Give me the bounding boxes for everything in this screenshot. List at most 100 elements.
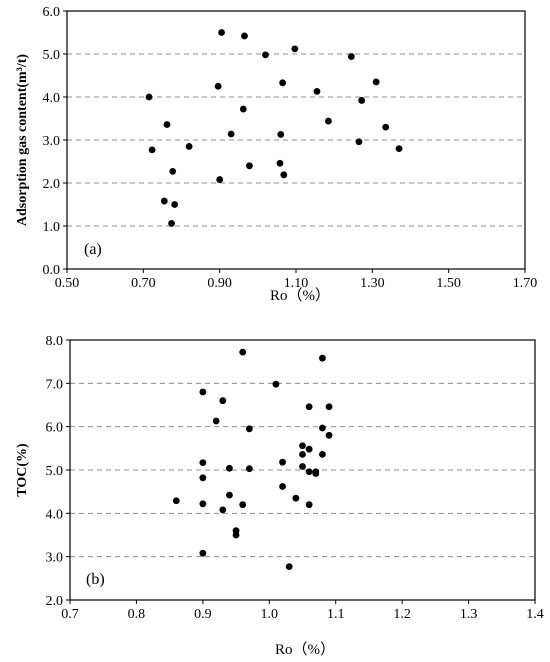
chart-b-data-point xyxy=(305,468,313,476)
chart-b-data-point xyxy=(239,348,247,356)
chart-a-data-point xyxy=(325,117,332,125)
chart-a-data-point xyxy=(163,121,171,128)
chart-b-y-tick-label: 2.0 xyxy=(46,594,64,609)
chart-b-data-point xyxy=(219,397,227,405)
chart-b-data-point xyxy=(299,442,306,450)
chart-b-data-point xyxy=(305,501,313,509)
chart-a-data-point xyxy=(239,105,247,113)
chart-a-y-tick-label: 4.0 xyxy=(43,91,61,106)
chart-b-data-point xyxy=(299,451,306,458)
chart-b-x-axis-label: Ro（%） xyxy=(275,641,335,658)
chart-a-data-point xyxy=(279,79,287,87)
chart-a-data-point xyxy=(358,97,366,104)
chart-b-y-tick-label: 6.0 xyxy=(46,421,64,436)
chart-a-y-tick-label: 3.0 xyxy=(43,134,61,149)
chart-a-x-tick-label: 1.10 xyxy=(284,276,309,291)
chart-b-data-point xyxy=(199,549,207,557)
chart-a-data-point xyxy=(262,51,269,59)
chart-b-x-tick-label: 1.1 xyxy=(327,607,345,622)
chart-b-y-tick-label: 5.0 xyxy=(46,464,64,479)
chart-a-data-point xyxy=(169,167,177,175)
chart-a-x-tick-label: 1.50 xyxy=(436,276,461,291)
chart-a-data-point xyxy=(355,138,363,146)
chart-b-plot-frame xyxy=(69,339,536,601)
chart-b-data-point xyxy=(199,459,207,467)
chart-a: 0.0 1.0 2.0 3.0 4.0 5.0 6.0 0.50 0.70 0.90 1.10 1.3… xyxy=(43,5,538,291)
chart-a-y-tick-label: 6.0 xyxy=(43,5,61,20)
chart-b-panel-label: (b) xyxy=(86,571,105,588)
chart-b-data-point xyxy=(272,380,280,388)
chart-a-data-point xyxy=(395,145,403,153)
chart-a-data-point xyxy=(148,146,156,154)
chart-a-plot-frame xyxy=(66,10,526,270)
chart-a-data-point xyxy=(347,53,355,60)
chart-a-y-tick-label: 0.0 xyxy=(43,263,61,278)
chart-b-y-axis-label: TOC(%) xyxy=(15,443,30,497)
chart-b-x-tick-label: 1.2 xyxy=(393,607,411,622)
chart-b-data-point xyxy=(299,463,306,470)
chart-a-data-point xyxy=(168,220,175,227)
chart-a-data-point xyxy=(171,201,179,208)
chart-a-data-point xyxy=(382,123,390,131)
chart-b-x-tick-label: 1.4 xyxy=(526,607,544,622)
chart-b-data-point xyxy=(212,417,220,425)
chart-a-data-point xyxy=(241,32,248,40)
chart-a-data-point xyxy=(246,162,253,170)
chart-b-data-point xyxy=(199,474,207,482)
chart-b-data-point xyxy=(199,388,207,396)
chart-b-data-point xyxy=(312,470,320,477)
chart-b-x-tick-label: 1.3 xyxy=(460,607,478,622)
chart-b-data-point xyxy=(305,445,313,453)
chart-b-data-point xyxy=(292,494,300,502)
chart-b-data-point xyxy=(319,451,326,458)
chart-a-data-point xyxy=(291,45,299,53)
chart-b-data-point xyxy=(325,431,333,439)
chart-a-y-tick-label: 2.0 xyxy=(43,177,61,192)
chart-b-data-point xyxy=(245,425,253,433)
chart-a-data-point xyxy=(227,130,235,138)
chart-a-data-point xyxy=(160,197,168,205)
chart-a-data-point xyxy=(216,176,224,183)
chart-a-x-tick-label: 1.70 xyxy=(513,276,538,291)
chart-b-data-point xyxy=(245,465,253,473)
chart-b-y-tick-label: 4.0 xyxy=(46,507,64,522)
chart-b-x-tick-label: 0.8 xyxy=(128,607,146,622)
chart-b-data-point xyxy=(325,403,333,411)
chart-b-data-point xyxy=(319,424,326,432)
chart-a-x-tick-label: 0.70 xyxy=(131,276,156,291)
chart-b: 2.0 3.0 4.0 5.0 6.0 7.0 8.0 0.7 0.8 0.9 1.0 1.1 1.2 1… xyxy=(46,334,544,622)
chart-a-data-point xyxy=(372,78,380,86)
chart-b-data-point xyxy=(226,491,233,499)
chart-a-y-tick-label: 1.0 xyxy=(43,220,61,235)
chart-a-data-point xyxy=(280,171,288,179)
chart-b-x-tick-label: 1.0 xyxy=(261,607,279,622)
chart-b-data-point xyxy=(172,497,180,505)
chart-a-data-point xyxy=(277,131,285,138)
chart-a-data-point xyxy=(145,93,153,101)
chart-a-data-point xyxy=(185,143,193,150)
chart-b-y-tick-label: 8.0 xyxy=(46,334,64,349)
chart-b-data-point xyxy=(279,458,286,466)
chart-a-data-point xyxy=(276,159,284,167)
chart-a-data-point xyxy=(313,88,321,95)
chart-b-data-point xyxy=(232,531,240,539)
chart-a-y-tick-label: 5.0 xyxy=(43,48,61,63)
chart-b-x-tick-label: 0.7 xyxy=(61,607,79,622)
chart-b-data-point xyxy=(285,563,293,571)
chart-b-data-point xyxy=(199,500,207,508)
chart-b-data-point xyxy=(319,354,326,362)
chart-a-x-tick-label: 0.90 xyxy=(207,276,232,291)
chart-a-y-axis-label: Adsorption gas content(m³/t) xyxy=(15,54,30,227)
chart-b-data-point xyxy=(219,506,227,514)
chart-a-x-axis-label: Ro（%） xyxy=(270,287,330,304)
chart-b-data-point xyxy=(305,403,313,411)
chart-b-data-point xyxy=(279,483,286,490)
chart-b-y-tick-label: 3.0 xyxy=(46,551,64,566)
chart-b-data-point xyxy=(239,501,247,509)
chart-a-data-point xyxy=(214,82,222,90)
chart-b-x-tick-label: 0.9 xyxy=(194,607,212,622)
chart-b-data-point xyxy=(226,464,233,472)
chart-a-x-tick-label: 1.30 xyxy=(360,276,385,291)
chart-a-x-tick-label: 0.50 xyxy=(55,276,80,291)
